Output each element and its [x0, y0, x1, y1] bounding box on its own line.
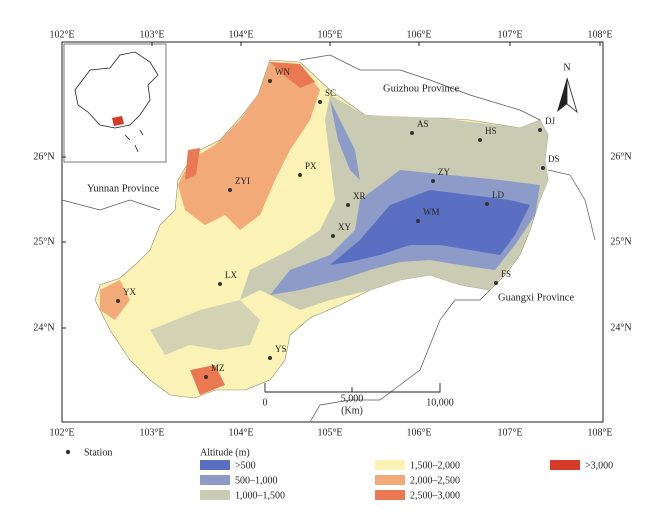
scale-bar: 0 5,000 10,000 (Km)	[263, 383, 454, 416]
station-dot	[228, 188, 232, 192]
station-dot	[298, 173, 302, 177]
latitude-label: 25°N	[33, 236, 54, 247]
scale-label: 10,000	[426, 397, 454, 408]
station-label: WN	[275, 67, 290, 77]
longitude-label: 106°E	[406, 427, 431, 438]
longitude-label: 107°E	[497, 427, 522, 438]
longitude-label: 105°E	[317, 427, 342, 438]
province-borders	[61, 54, 596, 423]
station-dot	[494, 281, 498, 285]
station-label: FS	[501, 269, 511, 279]
latitude-label: 24°N	[33, 322, 54, 333]
station-dot	[268, 79, 272, 83]
station-dot	[116, 299, 120, 303]
station-label: LX	[225, 270, 237, 280]
legend-label: 500–1,000	[235, 475, 278, 486]
legend-label: 2,500–3,000	[410, 490, 460, 501]
station-label: AS	[417, 119, 429, 129]
legend: Station Altitude (m)	[65, 447, 250, 458]
legend-swatch	[200, 460, 230, 470]
legend-label: 1,000–1,500	[235, 490, 285, 501]
legend-station-label: Station	[84, 447, 112, 458]
province-label: Guangxi Province	[498, 292, 574, 303]
legend-label: >500	[235, 460, 256, 471]
station-dot	[346, 203, 350, 207]
legend-swatch	[550, 460, 580, 470]
station-label: MZ	[211, 363, 225, 373]
station-dot	[331, 234, 335, 238]
longitude-label: 102°E	[49, 427, 74, 438]
terrain	[94, 59, 549, 399]
legend-swatch	[375, 460, 405, 470]
latitude-label: 25°N	[610, 236, 631, 247]
station-label: YX	[123, 287, 136, 297]
longitude-label: 106°E	[406, 29, 431, 40]
longitude-label: 104°E	[228, 29, 253, 40]
station-dot	[218, 282, 222, 286]
longitude-label: 103°E	[139, 427, 164, 438]
station-label: XR	[353, 191, 366, 201]
north-label: N	[563, 62, 570, 73]
station-dot	[541, 166, 545, 170]
legend-swatch	[375, 490, 405, 500]
station-dot	[431, 179, 435, 183]
station-label: ZYI	[235, 176, 250, 186]
latitude-label: 24°N	[610, 322, 631, 333]
station-label: PX	[305, 161, 317, 171]
station-label: SC	[325, 88, 336, 98]
province-label: Guizhou Province	[383, 83, 459, 94]
scale-unit: (Km)	[341, 405, 363, 416]
inset-map	[63, 43, 167, 163]
longitude-label: 103°E	[139, 29, 164, 40]
station-dot	[268, 356, 272, 360]
station-dot	[416, 219, 420, 223]
longitude-label: 108°E	[587, 427, 612, 438]
station-dot	[478, 138, 482, 142]
latitude-label: 26°N	[33, 151, 54, 162]
longitude-label: 104°E	[228, 427, 253, 438]
station-dot	[204, 375, 208, 379]
station-label: DS	[548, 154, 560, 164]
station-dot	[410, 131, 414, 135]
latitude-label: 26°N	[610, 151, 631, 162]
station-label: YS	[275, 344, 287, 354]
station-label: LD	[492, 190, 504, 200]
longitude-label: 108°E	[587, 29, 612, 40]
province-label: Yunnan Province	[87, 183, 159, 194]
legend-label: >3,000	[585, 460, 613, 471]
longitude-label: 105°E	[317, 29, 342, 40]
station-label: ZY	[438, 167, 450, 177]
legend-swatch	[200, 475, 230, 485]
station-dot	[538, 128, 542, 132]
legend-swatch	[200, 490, 230, 500]
legend-station-dot	[65, 449, 71, 455]
station-label: WM	[423, 207, 440, 217]
longitude-label: 107°E	[497, 29, 522, 40]
station-label: XY	[338, 222, 351, 232]
scale-label: 0	[263, 397, 268, 408]
legend-swatch	[375, 475, 405, 485]
north-arrow: N	[557, 62, 578, 114]
station-label: HS	[485, 126, 497, 136]
legend-label: 2,000–2,500	[410, 475, 460, 486]
station-label: DJ	[545, 116, 555, 126]
legend-title: Altitude (m)	[200, 447, 250, 458]
legend-label: 1,500–2,000	[410, 460, 460, 471]
station-dot	[318, 100, 322, 104]
scale-label: 5,000	[341, 393, 364, 404]
longitude-label: 102°E	[49, 29, 74, 40]
station-dot	[485, 202, 489, 206]
